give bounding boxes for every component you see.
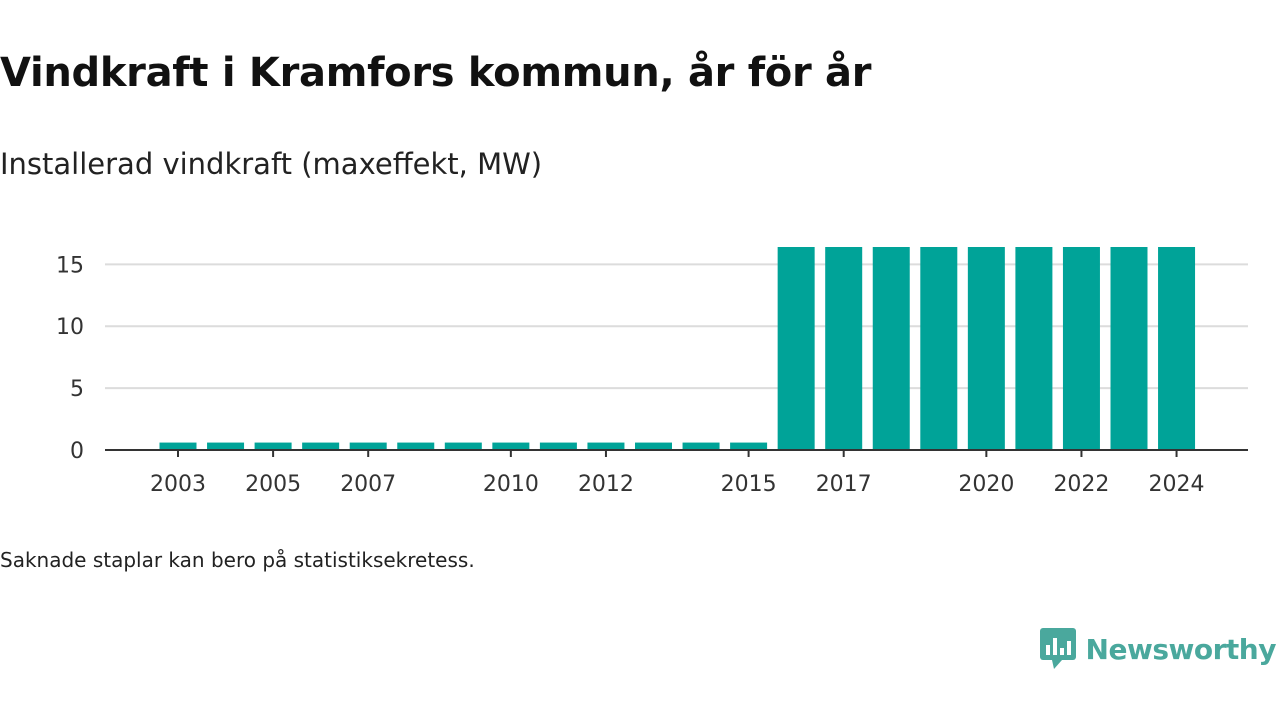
bar-2020 bbox=[967, 247, 1005, 450]
x-tick-label: 2015 bbox=[721, 472, 777, 497]
bar-2022 bbox=[1062, 247, 1100, 450]
bar-2012 bbox=[587, 442, 625, 450]
brand-name: Newsworthy bbox=[1085, 632, 1277, 666]
bars bbox=[159, 247, 1196, 450]
y-tick-label: 0 bbox=[70, 439, 84, 464]
y-tick-label: 10 bbox=[56, 315, 84, 340]
y-axis-ticks: 0 5 10 15 bbox=[56, 253, 84, 464]
bar-2023 bbox=[1110, 247, 1148, 450]
x-tick-label: 2005 bbox=[245, 472, 301, 497]
x-tick-label: 2020 bbox=[958, 472, 1014, 497]
x-tick-label: 2012 bbox=[578, 472, 634, 497]
bar-2004 bbox=[207, 442, 245, 450]
x-tick-label: 2017 bbox=[816, 472, 872, 497]
x-tick-label: 2010 bbox=[483, 472, 539, 497]
bar-2017 bbox=[825, 247, 863, 450]
y-tick-label: 5 bbox=[70, 377, 84, 402]
bar-2009 bbox=[444, 442, 482, 450]
bar-2015 bbox=[730, 442, 768, 450]
bar-2019 bbox=[920, 247, 958, 450]
x-tick-label: 2022 bbox=[1053, 472, 1109, 497]
chart-subtitle: Installerad vindkraft (maxeffekt, MW) bbox=[0, 147, 543, 181]
bar-2006 bbox=[302, 442, 340, 450]
bar-2018 bbox=[872, 247, 910, 450]
y-tick-label: 15 bbox=[56, 253, 84, 278]
x-tick-label: 2003 bbox=[150, 472, 206, 497]
chart-title: Vindkraft i Kramfors kommun, år för år bbox=[0, 50, 872, 96]
bar-2008 bbox=[397, 442, 435, 450]
newsworthy-logo-icon bbox=[1039, 628, 1076, 669]
bar-2011 bbox=[539, 442, 577, 450]
bar-2010 bbox=[492, 442, 530, 450]
grid-lines bbox=[105, 263, 1248, 390]
x-axis-ticks: 2003 2005 2007 2010 2012 2015 2017 2020 2022 2024 bbox=[150, 450, 1205, 497]
bar-2016 bbox=[777, 247, 815, 450]
bar-2014 bbox=[682, 442, 720, 450]
x-tick-label: 2007 bbox=[340, 472, 396, 497]
footnote: Saknade staplar kan bero på statistiksek… bbox=[0, 548, 475, 572]
bar-2003 bbox=[159, 442, 197, 450]
bar-2013 bbox=[635, 442, 672, 450]
x-tick-label: 2024 bbox=[1149, 472, 1205, 497]
bar-2005 bbox=[254, 442, 292, 450]
bar-2024 bbox=[1158, 247, 1196, 450]
bar-2007 bbox=[349, 442, 387, 450]
brand-logo: Newsworthy bbox=[1039, 628, 1277, 670]
bar-2021 bbox=[1015, 247, 1053, 450]
